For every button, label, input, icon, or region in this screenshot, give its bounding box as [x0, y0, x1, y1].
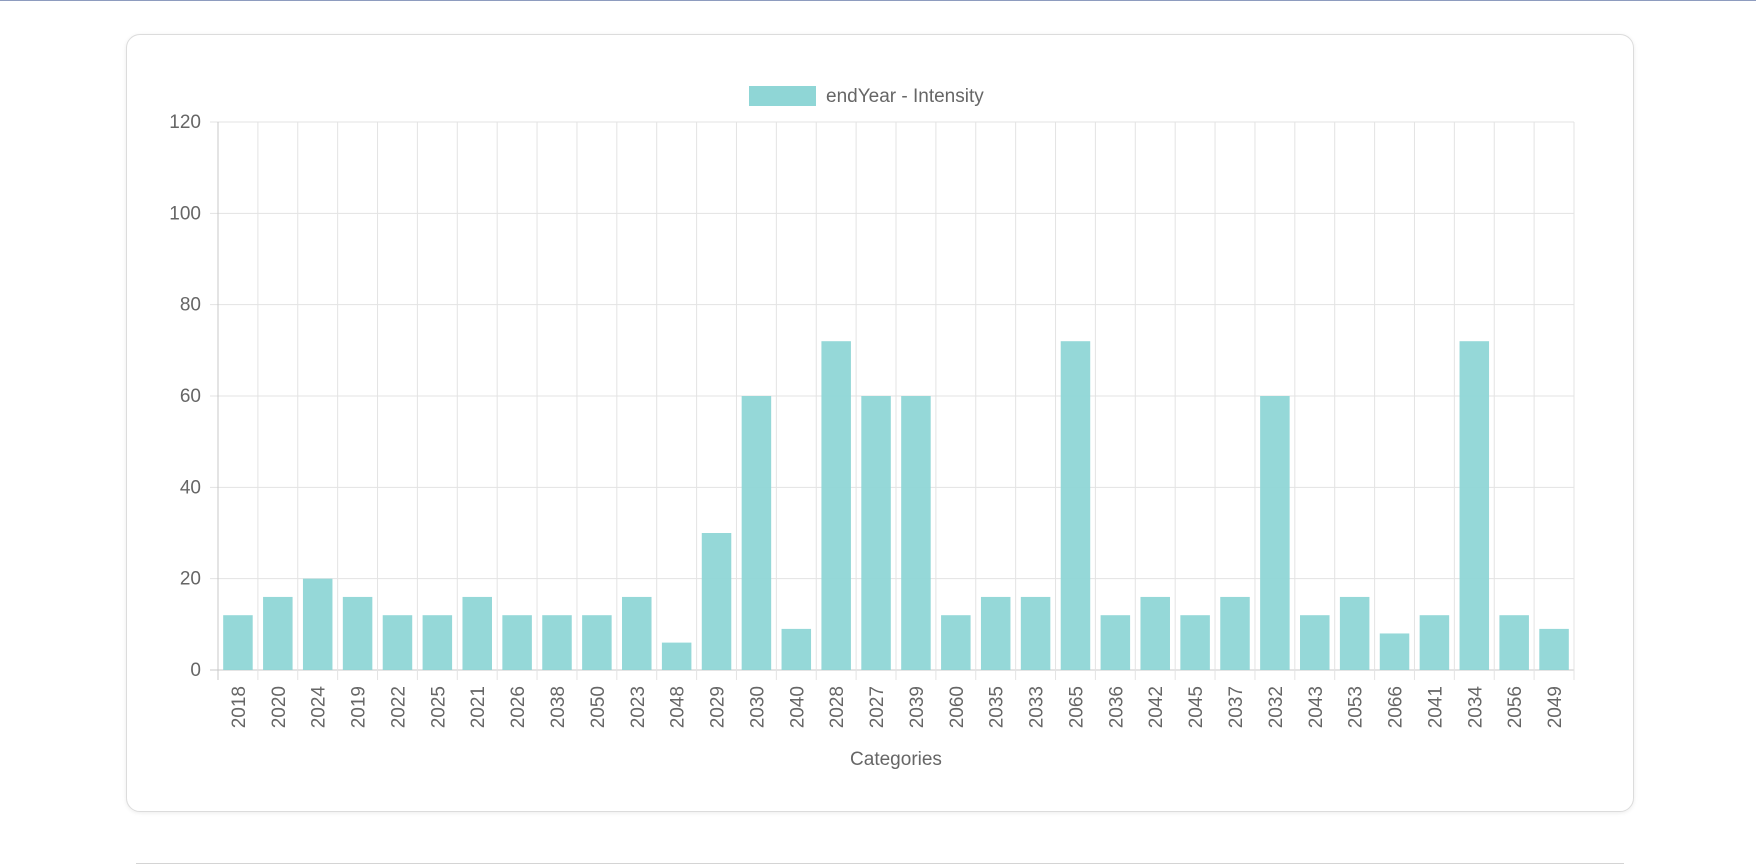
- y-tick-label: 20: [180, 569, 201, 590]
- bar-2056: [1499, 615, 1529, 670]
- bar-2066: [1379, 633, 1410, 670]
- x-tick-label: 2030: [747, 686, 768, 728]
- x-tick-label: 2042: [1146, 686, 1167, 728]
- x-tick-label: 2025: [428, 686, 449, 728]
- x-axis-title: Categories: [850, 749, 942, 770]
- bar-2048: [661, 642, 692, 670]
- x-tick-label: 2038: [548, 686, 569, 728]
- bar-2043: [1300, 615, 1330, 670]
- bar-2019: [342, 596, 373, 670]
- bar-2037: [1220, 596, 1250, 670]
- x-tick-label: 2049: [1545, 686, 1566, 728]
- bar-2060: [941, 615, 971, 670]
- x-tick-label: 2043: [1306, 686, 1327, 728]
- bar-2026: [502, 615, 532, 670]
- x-tick-label: 2021: [468, 686, 489, 728]
- bar-2036: [1100, 615, 1131, 670]
- x-tick-label: 2022: [388, 686, 409, 728]
- y-tick-label: 0: [190, 660, 201, 681]
- bar-2045: [1180, 615, 1210, 670]
- y-tick-label: 60: [180, 386, 201, 407]
- bar-2042: [1140, 596, 1170, 670]
- bar-2049: [1539, 628, 1569, 670]
- x-tick-label: 2056: [1505, 686, 1526, 728]
- bar-2032: [1260, 396, 1290, 670]
- x-tick-label: 2050: [588, 686, 609, 728]
- legend-swatch: [749, 86, 816, 106]
- x-tick-label: 2060: [947, 686, 968, 728]
- bar-2024: [302, 578, 333, 670]
- bar-2025: [422, 615, 453, 670]
- x-tick-label: 2029: [708, 686, 729, 728]
- legend[interactable]: endYear - Intensity: [749, 86, 984, 107]
- bar-2065: [1060, 341, 1091, 670]
- x-tick-label: 2034: [1465, 686, 1486, 729]
- bar-2027: [861, 396, 891, 670]
- bar-2020: [263, 596, 293, 670]
- bar-2018: [223, 615, 253, 670]
- bar-2039: [901, 396, 931, 670]
- legend-label: endYear - Intensity: [826, 86, 984, 107]
- y-tick-label: 120: [169, 112, 201, 133]
- x-tick-label: 2024: [309, 686, 330, 729]
- x-tick-label: 2048: [668, 686, 689, 728]
- x-tick-label: 2039: [907, 686, 928, 728]
- x-tick-label: 2040: [787, 686, 808, 728]
- y-tick-label: 100: [169, 203, 201, 224]
- bar-2041: [1419, 615, 1450, 670]
- bar-2028: [821, 341, 851, 670]
- x-tick-label: 2065: [1066, 686, 1087, 728]
- x-tick-label: 2036: [1106, 686, 1127, 728]
- x-tick-label: 2045: [1186, 686, 1207, 728]
- bar-2050: [582, 615, 612, 670]
- top-divider: [0, 0, 1756, 1]
- bar-2030: [741, 396, 772, 670]
- x-tick-label: 2020: [269, 686, 290, 728]
- grid-lines: [210, 121, 1575, 680]
- x-tick-label: 2026: [508, 686, 529, 728]
- x-tick-label: 2041: [1425, 686, 1446, 728]
- bar-2053: [1339, 596, 1370, 670]
- bar-2021: [462, 596, 492, 670]
- x-tick-label: 2035: [987, 686, 1008, 728]
- y-tick-label: 80: [180, 295, 201, 316]
- bar-2034: [1459, 341, 1490, 670]
- bar-2035: [980, 596, 1011, 670]
- bar-2033: [1020, 596, 1051, 670]
- x-tick-label: 2018: [229, 686, 250, 728]
- x-tick-label: 2019: [349, 686, 370, 728]
- bar-2022: [382, 615, 413, 670]
- x-tick-label: 2032: [1266, 686, 1287, 728]
- bar-2029: [701, 533, 732, 670]
- bar-2038: [542, 615, 572, 670]
- bar-2040: [781, 628, 812, 670]
- bars: [223, 341, 1569, 670]
- x-tick-label: 2027: [867, 686, 888, 728]
- bottom-divider: [136, 863, 1624, 864]
- x-tick-label: 2053: [1346, 686, 1367, 728]
- y-tick-label: 40: [180, 477, 201, 498]
- bar-2023: [622, 596, 652, 670]
- x-tick-label: 2033: [1027, 686, 1048, 728]
- x-tick-label: 2037: [1226, 686, 1247, 728]
- x-tick-label: 2023: [628, 686, 649, 728]
- x-tick-label: 2028: [827, 686, 848, 728]
- x-tick-label: 2066: [1386, 686, 1407, 728]
